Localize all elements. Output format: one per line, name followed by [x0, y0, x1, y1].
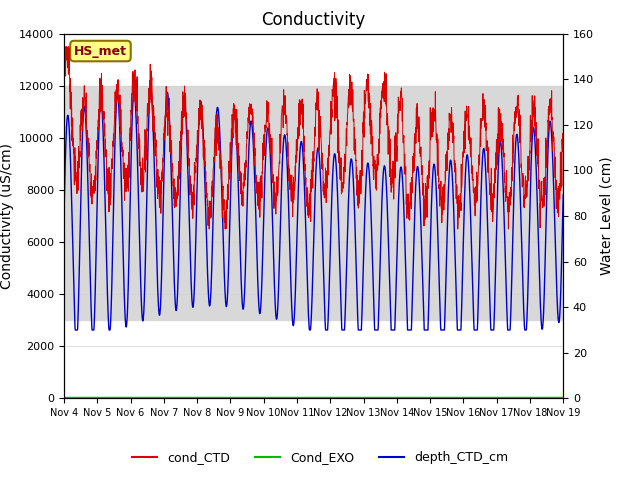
Legend: cond_CTD, Cond_EXO, depth_CTD_cm: cond_CTD, Cond_EXO, depth_CTD_cm: [127, 446, 513, 469]
Bar: [64, 86, 563, 320]
Title: Conductivity: Conductivity: [262, 11, 365, 29]
Y-axis label: Water Level (cm): Water Level (cm): [600, 156, 614, 276]
Text: HS_met: HS_met: [74, 45, 127, 58]
Y-axis label: Conductivity (uS/cm): Conductivity (uS/cm): [0, 143, 13, 289]
